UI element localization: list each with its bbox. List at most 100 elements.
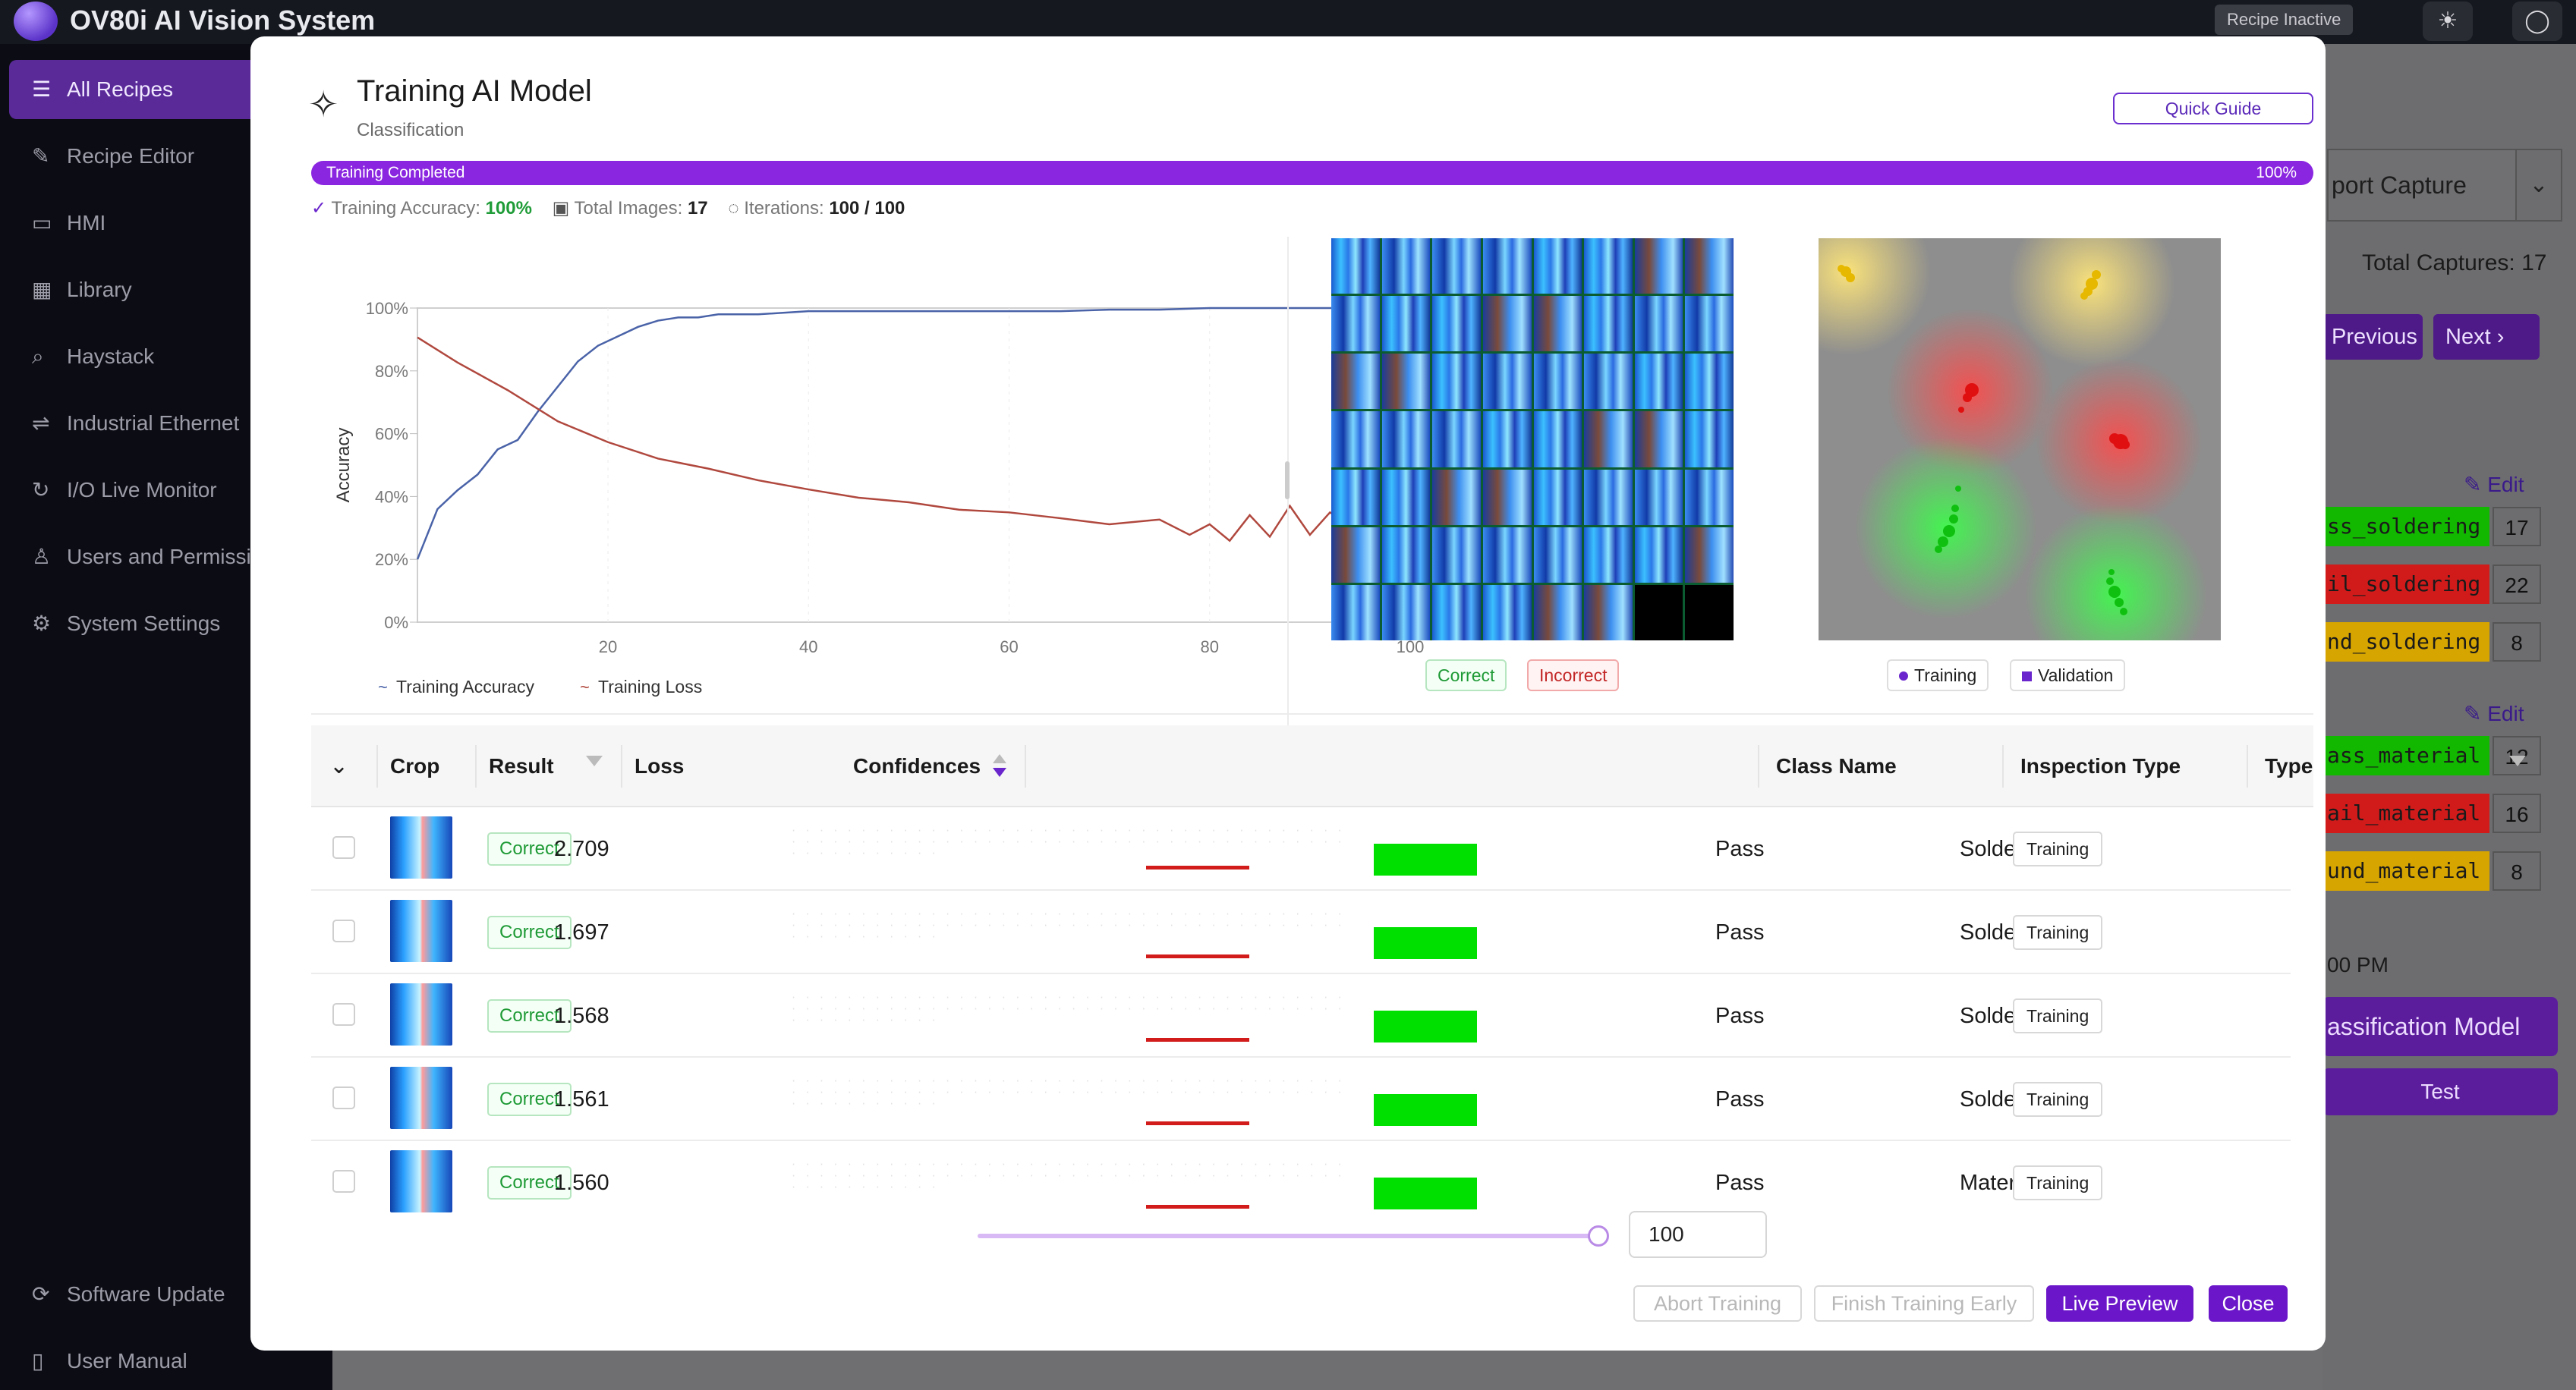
iteration-slider-track[interactable]: [978, 1234, 1598, 1238]
crop-thumbnail[interactable]: [390, 816, 452, 879]
sidebar-item-users-permissions[interactable]: ♙ Users and Permissions: [9, 527, 328, 587]
mosaic-tile[interactable]: [1482, 296, 1532, 352]
mosaic-tile[interactable]: [1634, 584, 1683, 640]
mosaic-tile[interactable]: [1533, 584, 1582, 640]
mosaic-tile[interactable]: [1381, 238, 1431, 294]
mosaic-tile[interactable]: [1331, 584, 1380, 640]
mosaic-tile[interactable]: [1331, 527, 1380, 583]
row-checkbox[interactable]: [332, 1003, 355, 1026]
mosaic-tile[interactable]: [1482, 411, 1532, 467]
mosaic-tile[interactable]: [1482, 469, 1532, 525]
correct-legend[interactable]: Correct: [1425, 659, 1507, 691]
mosaic-tile[interactable]: [1432, 296, 1481, 352]
sidebar-item-software-update[interactable]: ⟳ Software Update: [9, 1265, 328, 1324]
mosaic-tile[interactable]: [1634, 527, 1683, 583]
mosaic-tile[interactable]: [1584, 238, 1633, 294]
mosaic-tile[interactable]: [1584, 584, 1633, 640]
edit-link[interactable]: ✎ Edit: [2464, 473, 2524, 496]
capture-mode-select[interactable]: port Capture: [2327, 149, 2517, 222]
validation-legend[interactable]: Validation: [2010, 659, 2126, 691]
mosaic-tile[interactable]: [1331, 238, 1380, 294]
mosaic-tile[interactable]: [1634, 354, 1683, 410]
col-loss[interactable]: Loss: [635, 754, 685, 778]
sun-icon[interactable]: ☀: [2423, 2, 2473, 41]
filter-icon[interactable]: [586, 756, 603, 766]
mosaic-tile[interactable]: [1685, 411, 1734, 467]
table-row[interactable]: Correct 1.560 · · · · · · · · · · · · · · …: [311, 1141, 2291, 1215]
iteration-slider-handle[interactable]: [1588, 1225, 1609, 1247]
mosaic-tile[interactable]: [1432, 584, 1481, 640]
mosaic-tile[interactable]: [1482, 354, 1532, 410]
sidebar-item-system-settings[interactable]: ⚙ System Settings: [9, 594, 328, 653]
sidebar-item-haystack[interactable]: ⌕ Haystack: [9, 327, 328, 386]
row-checkbox[interactable]: [332, 920, 355, 942]
mosaic-tile[interactable]: [1381, 527, 1431, 583]
mosaic-tile[interactable]: [1634, 296, 1683, 352]
sidebar-item-io-live-monitor[interactable]: ↻ I/O Live Monitor: [9, 461, 328, 520]
previous-button[interactable]: Previous: [2322, 314, 2423, 360]
mosaic-tile[interactable]: [1685, 354, 1734, 410]
row-checkbox[interactable]: [332, 1087, 355, 1109]
crop-thumbnail[interactable]: [390, 1150, 452, 1212]
mosaic-tile[interactable]: [1685, 584, 1734, 640]
live-preview-button[interactable]: Live Preview: [2046, 1285, 2193, 1322]
mosaic-tile[interactable]: [1432, 411, 1481, 467]
mosaic-tile[interactable]: [1584, 411, 1633, 467]
close-button[interactable]: Close: [2209, 1285, 2288, 1322]
mosaic-tile[interactable]: [1331, 469, 1380, 525]
mosaic-tile[interactable]: [1533, 354, 1582, 410]
user-icon[interactable]: ◯: [2512, 2, 2562, 41]
mosaic-tile[interactable]: [1381, 296, 1431, 352]
training-legend[interactable]: Training: [1887, 659, 1989, 691]
crop-thumbnail[interactable]: [390, 983, 452, 1046]
mosaic-tile[interactable]: [1381, 411, 1431, 467]
mosaic-tile[interactable]: [1584, 527, 1633, 583]
expand-chevron-icon[interactable]: ⌄: [329, 753, 349, 778]
mosaic-tile[interactable]: [1432, 469, 1481, 525]
sidebar-item-hmi[interactable]: ▭ HMI: [9, 193, 328, 253]
mosaic-tile[interactable]: [1634, 238, 1683, 294]
table-row[interactable]: Correct 2.709 · · · · · · · · · · · · · · …: [311, 807, 2291, 891]
crop-thumbnail[interactable]: [390, 900, 452, 962]
col-type[interactable]: Type: [2265, 754, 2313, 778]
sidebar-item-library[interactable]: ▦ Library: [9, 260, 328, 319]
mosaic-tile[interactable]: [1685, 527, 1734, 583]
mosaic-tile[interactable]: [1533, 411, 1582, 467]
mosaic-tile[interactable]: [1634, 411, 1683, 467]
mosaic-tile[interactable]: [1482, 238, 1532, 294]
mosaic-tile[interactable]: [1685, 296, 1734, 352]
mosaic-tile[interactable]: [1533, 469, 1582, 525]
finish-training-early-button[interactable]: Finish Training Early: [1814, 1285, 2034, 1322]
mosaic-tile[interactable]: [1533, 296, 1582, 352]
mosaic-tile[interactable]: [1533, 527, 1582, 583]
mosaic-tile[interactable]: [1331, 296, 1380, 352]
mosaic-tile[interactable]: [1432, 527, 1481, 583]
abort-training-button[interactable]: Abort Training: [1633, 1285, 1802, 1322]
table-row[interactable]: Correct 1.568 · · · · · · · · · · · · · · …: [311, 974, 2291, 1058]
mosaic-tile[interactable]: [1584, 296, 1633, 352]
resize-handle[interactable]: [1285, 461, 1290, 499]
edit-link[interactable]: ✎ Edit: [2464, 702, 2524, 725]
mosaic-tile[interactable]: [1331, 354, 1380, 410]
table-row[interactable]: Correct 1.561 · · · · · · · · · · · · · · …: [311, 1058, 2291, 1141]
chevron-down-icon[interactable]: ⌄: [2515, 149, 2562, 222]
mosaic-tile[interactable]: [1432, 238, 1481, 294]
sort-icon[interactable]: [993, 754, 1006, 780]
mosaic-tile[interactable]: [1584, 354, 1633, 410]
incorrect-legend[interactable]: Incorrect: [1527, 659, 1620, 691]
test-button[interactable]: Test: [2322, 1068, 2558, 1115]
mosaic-tile[interactable]: [1584, 469, 1633, 525]
sidebar-item-user-manual[interactable]: ▯ User Manual: [9, 1332, 328, 1390]
mosaic-tile[interactable]: [1381, 584, 1431, 640]
filter-icon[interactable]: [2509, 756, 2526, 766]
crop-thumbnail[interactable]: [390, 1067, 452, 1129]
quick-guide-button[interactable]: Quick Guide: [2113, 93, 2313, 124]
iteration-input[interactable]: 100: [1629, 1211, 1767, 1258]
next-button[interactable]: Next ›: [2433, 314, 2540, 360]
mosaic-tile[interactable]: [1331, 411, 1380, 467]
mosaic-tile[interactable]: [1685, 469, 1734, 525]
mosaic-tile[interactable]: [1381, 354, 1431, 410]
mosaic-tile[interactable]: [1482, 584, 1532, 640]
sidebar-item-industrial-ethernet[interactable]: ⇌ Industrial Ethernet: [9, 394, 328, 453]
mosaic-tile[interactable]: [1634, 469, 1683, 525]
